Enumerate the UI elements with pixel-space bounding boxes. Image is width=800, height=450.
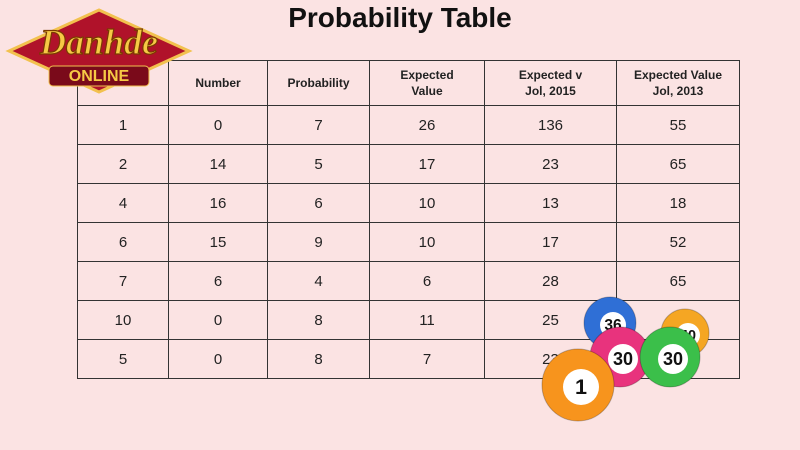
table-cell: 10 bbox=[369, 222, 485, 262]
lottery-balls: 364030301 bbox=[541, 296, 710, 422]
table-row: 4 16 6 10 13 18 bbox=[77, 183, 740, 223]
table-cell: 13 bbox=[484, 183, 617, 223]
table-cell: 16 bbox=[168, 183, 268, 223]
table-cell: 52 bbox=[616, 222, 740, 262]
ball-number: 1 bbox=[575, 374, 587, 399]
table-cell: 10 bbox=[77, 300, 169, 340]
ball-spot bbox=[658, 344, 688, 374]
table-cell: 55 bbox=[616, 105, 740, 145]
table-cell: 5 bbox=[77, 339, 169, 379]
table-cell: 14 bbox=[168, 144, 268, 184]
table-cell: 6 bbox=[369, 261, 485, 301]
table-cell: 28 bbox=[484, 261, 617, 301]
table-body: 1 0 7 26 136 55 2 14 5 17 23 65 4 16 6 10 13 18 6 15 9 10 17 52… bbox=[77, 105, 740, 379]
table-cell: 0 bbox=[168, 300, 268, 340]
logo-name: Danhde bbox=[39, 22, 158, 62]
column-header: Expected v Jol, 2015 bbox=[484, 60, 617, 106]
table-cell: 17 bbox=[369, 144, 485, 184]
logo-band bbox=[48, 65, 150, 87]
table-row: 6 15 9 10 17 52 bbox=[77, 222, 740, 262]
ball-spot bbox=[563, 369, 599, 405]
table-cell: 17 bbox=[484, 222, 617, 262]
table-cell: 7 bbox=[77, 261, 169, 301]
ball-number: 30 bbox=[613, 349, 633, 369]
table-cell: 5 bbox=[267, 144, 370, 184]
table-cell: 8 bbox=[267, 339, 370, 379]
table-cell: 11 bbox=[369, 300, 485, 340]
column-header: Probability bbox=[267, 60, 370, 106]
column-header: Expected Value bbox=[369, 60, 485, 106]
table-row: 7 6 4 6 28 65 bbox=[77, 261, 740, 301]
table-cell: 7 bbox=[369, 339, 485, 379]
table-cell: 9 bbox=[267, 222, 370, 262]
probability-table: Number Probability Expected Value Expected … bbox=[77, 60, 740, 379]
ball: 30 bbox=[639, 326, 701, 388]
table-cell: 23 bbox=[484, 144, 617, 184]
table-cell: 8 bbox=[267, 300, 370, 340]
table-cell: 7 bbox=[267, 105, 370, 145]
table-cell: 6 bbox=[77, 222, 169, 262]
table-cell: 10 bbox=[369, 183, 485, 223]
table-cell: 6 bbox=[267, 183, 370, 223]
column-header: Expected Value Jol, 2013 bbox=[616, 60, 740, 106]
table-cell: 65 bbox=[616, 144, 740, 184]
table-cell: 136 bbox=[484, 105, 617, 145]
table-cell: 1 bbox=[77, 105, 169, 145]
table-row: 2 14 5 17 23 65 bbox=[77, 144, 740, 184]
table-cell: 0 bbox=[168, 105, 268, 145]
table-cell: 2 bbox=[77, 144, 169, 184]
table-cell: 0 bbox=[168, 339, 268, 379]
table-cell: 15 bbox=[168, 222, 268, 262]
table-cell: 4 bbox=[267, 261, 370, 301]
table-cell: 18 bbox=[616, 183, 740, 223]
table-cell: 6 bbox=[168, 261, 268, 301]
logo: Danhde ONLINE bbox=[5, 8, 193, 94]
table-cell: 4 bbox=[77, 183, 169, 223]
ball: 1 bbox=[541, 348, 615, 422]
ball-number: 30 bbox=[663, 349, 683, 369]
header-row: Number Probability Expected Value Expected … bbox=[77, 60, 740, 106]
column-header: Number bbox=[168, 60, 268, 106]
table-cell: 26 bbox=[369, 105, 485, 145]
page-title: Probability Table bbox=[288, 2, 512, 33]
table-row: 1 0 7 26 136 55 bbox=[77, 105, 740, 145]
ball-spot bbox=[608, 344, 638, 374]
logo-tagline: ONLINE bbox=[69, 68, 130, 85]
